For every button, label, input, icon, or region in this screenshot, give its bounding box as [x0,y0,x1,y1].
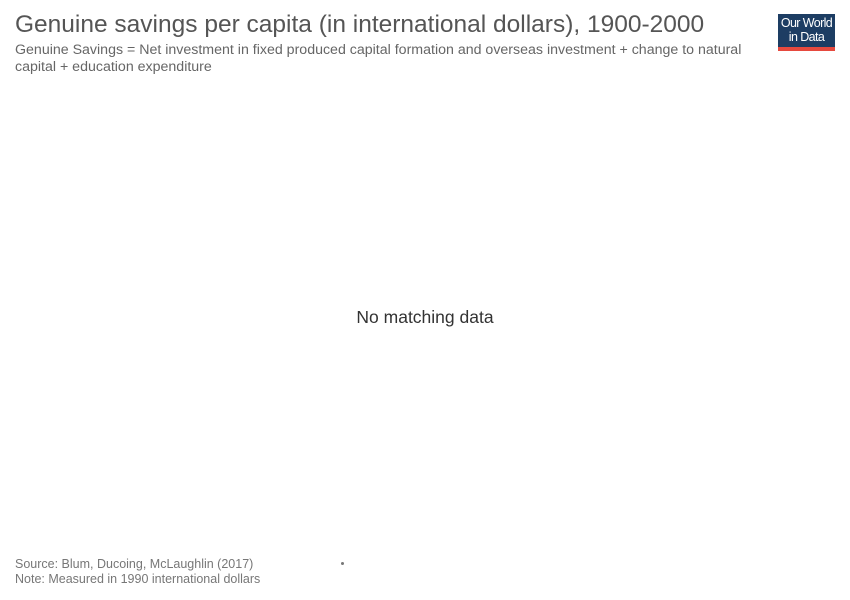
chart-title: Genuine savings per capita (in internati… [15,11,705,38]
chart-subtitle: Genuine Savings = Net investment in fixe… [15,42,742,75]
no-data-message: No matching data [356,307,494,327]
owid-logo[interactable]: Our World in Data [778,14,835,51]
chart-footer: Source: Blum, Ducoing, McLaughlin (2017)… [15,557,260,586]
logo-accent-bar [778,47,835,51]
chart-area: No matching data [15,80,835,550]
chart-header: Genuine savings per capita (in internati… [15,10,760,75]
logo-text-line-1: Our World [780,16,833,30]
logo-text-line-2: in Data [788,29,825,44]
note-text: Note: Measured in 1990 international dol… [15,571,261,586]
source-text[interactable]: Source: Blum, Ducoing, McLaughlin (2017) [15,557,254,571]
footer-dot [341,562,344,565]
